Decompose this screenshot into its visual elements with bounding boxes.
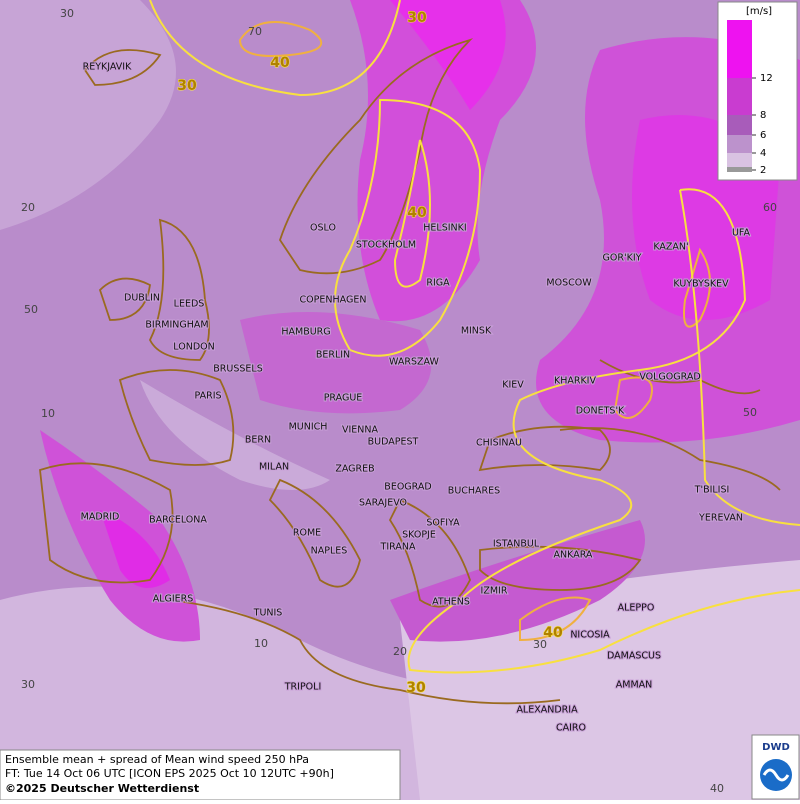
city-label: WARSZAW [389, 357, 439, 368]
legend-tick-label: 2 [760, 165, 766, 176]
city-label: TUNIS [253, 608, 283, 619]
city-label: ZAGREB [335, 464, 374, 475]
city-label: ALEPPO [618, 603, 655, 614]
city-label: KHARKIV [554, 376, 597, 387]
city-label: NICOSIA [570, 630, 610, 641]
logo: DWD [751, 734, 800, 800]
city-label: CHISINAU [476, 438, 522, 449]
footer-line: FT: Tue 14 Oct 06 UTC [ICON EPS 2025 Oct… [5, 767, 334, 780]
city-label: COPENHAGEN [300, 295, 367, 306]
city-label: BUCHARES [448, 486, 500, 497]
city-label: PARIS [194, 391, 221, 402]
legend-tick-label: 6 [760, 130, 766, 141]
city-label: ATHENS [432, 597, 470, 608]
city-label: BEOGRAD [384, 482, 431, 493]
grid-label: 50 [743, 406, 757, 419]
city-label: T'BILISI [694, 485, 730, 496]
contour-label: 30 [406, 680, 426, 696]
city-label: LONDON [173, 342, 214, 353]
city-label: BERLIN [316, 350, 350, 361]
city-label: MILAN [259, 462, 289, 473]
city-label: UFA [732, 228, 751, 239]
contour-label: 40 [270, 55, 290, 71]
city-label: RIGA [426, 278, 450, 289]
legend-tick-label: 4 [760, 148, 766, 159]
coastlines [39, 38, 781, 705]
city-label: BRUSSELS [213, 364, 262, 375]
city-label: MOSCOW [546, 278, 592, 289]
legend-tick-label: 8 [760, 110, 766, 121]
city-label: ISTANBUL [493, 539, 540, 550]
legend: [m/s] 12 8 6 4 2 [717, 1, 798, 181]
city-label: DUBLIN [124, 293, 160, 304]
city-label: HAMBURG [281, 327, 330, 338]
city-label: DAMASCUS [607, 651, 661, 662]
city-label: HELSINKI [423, 223, 466, 234]
contour-label: 40 [543, 625, 563, 641]
city-label: MADRID [81, 512, 120, 523]
city-label: AMMAN [616, 680, 653, 691]
city-label: OSLO [310, 223, 336, 234]
grid-label: 10 [254, 637, 268, 650]
city-label: KAZAN' [653, 242, 688, 253]
logo-text: DWD [762, 742, 790, 753]
city-label: BARCELONA [149, 515, 207, 526]
legend-tick-label: 12 [760, 73, 773, 84]
city-label: MINSK [461, 326, 492, 337]
city-label: SKOPJE [402, 530, 436, 541]
city-label: KUYBYSKEV [673, 279, 729, 290]
city-label: STOCKHOLM [356, 240, 416, 251]
grid-label: 30 [60, 7, 74, 20]
grid-label: 30 [21, 678, 35, 691]
grid-label: 60 [763, 201, 777, 214]
city-label: BUDAPEST [368, 437, 419, 448]
city-label: BERN [245, 435, 271, 446]
city-label: SARAJEVO [359, 498, 407, 509]
city-label: ALEXANDRIA [516, 705, 578, 716]
city-label: KIEV [502, 380, 524, 391]
city-label: TIRANA [380, 542, 416, 553]
grid-label: 40 [710, 782, 724, 795]
grid-label: 30 [533, 638, 547, 651]
city-label: TRIPOLI [284, 682, 322, 693]
city-label: ANKARA [554, 550, 593, 561]
city-label: VOLGOGRAD [639, 372, 700, 383]
footer: Ensemble mean + spread of Mean wind spee… [0, 749, 401, 801]
grid-label: 20 [21, 201, 35, 214]
grid-label: 20 [393, 645, 407, 658]
city-label: LEEDS [174, 299, 205, 310]
city-label: VIENNA [342, 425, 379, 436]
contour-label: 30 [407, 10, 427, 26]
city-label: MUNICH [289, 422, 328, 433]
city-label: IZMIR [481, 586, 508, 597]
grid-label: 10 [41, 407, 55, 420]
contour-label: 40 [407, 205, 427, 221]
contour-label: 30 [177, 78, 197, 94]
city-label: GOR'KIY [603, 253, 642, 264]
labels: REYKJAVIK OSLO HELSINKI STOCKHOLM RIGA MOSCOW… [21, 7, 777, 795]
city-label: BIRMINGHAM [145, 320, 208, 331]
city-label: ALGIERS [153, 594, 194, 605]
city-label: ROME [293, 528, 321, 539]
grid-label: 50 [24, 303, 38, 316]
city-label: CAIRO [556, 723, 586, 734]
footer-line: Ensemble mean + spread of Mean wind spee… [5, 753, 309, 766]
city-label: NAPLES [311, 546, 348, 557]
footer-line: ©2025 Deutscher Wetterdienst [5, 782, 199, 795]
city-label: REYKJAVIK [83, 62, 132, 73]
city-label: DONETS'K [576, 406, 625, 417]
city-label: YEREVAN [698, 513, 743, 524]
contours [149, 0, 800, 674]
city-label: SOFIYA [426, 518, 460, 529]
city-label: PRAGUE [324, 393, 363, 404]
grid-label: 70 [248, 25, 262, 38]
legend-unit: [m/s] [746, 6, 772, 17]
